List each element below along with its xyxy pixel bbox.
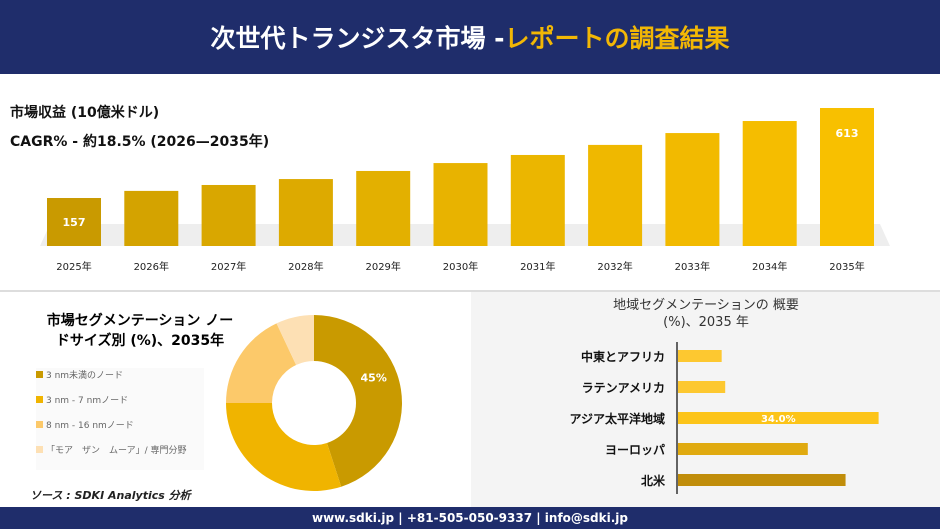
legend-swatch <box>36 396 43 403</box>
donut-slice <box>226 403 342 492</box>
region-bar <box>678 350 722 362</box>
title-accent: レポートの調査結果 <box>504 24 730 53</box>
donut-slice <box>314 315 403 487</box>
donut-slice <box>276 315 314 365</box>
y-tick-label: 北米 <box>641 473 666 488</box>
y-tick-label: ラテンアメリカ <box>582 381 665 395</box>
revenue-bar <box>510 154 565 246</box>
legend-item: 3 nm - 7 nmノード <box>36 393 201 409</box>
node-size-donut-chart: 45% <box>226 315 403 492</box>
region-bar <box>678 381 726 393</box>
legend-label: 3 nm - 7 nmノード <box>46 396 129 406</box>
x-tick-label: 2031年 <box>520 260 555 273</box>
x-tick-label: 2025年 <box>56 260 91 273</box>
revenue-bar <box>820 107 874 246</box>
region-bar <box>678 474 846 486</box>
revenue-bar <box>742 121 797 246</box>
legend-label: 「モア ザン ムーア」/ 専門分野 <box>46 446 187 456</box>
legend-label: 3 nm未満のノード <box>46 371 124 381</box>
legend-item: 8 nm - 16 nmノード <box>36 418 201 434</box>
legend-label: 8 nm - 16 nmノード <box>46 421 134 431</box>
revenue-bar <box>278 179 333 246</box>
legend-box <box>36 368 204 470</box>
source-note: ソース : SDKI Analytics 分析 <box>30 489 191 502</box>
legend-swatch <box>36 446 43 453</box>
region-panel: 地域セグメンテーションの 概要 (%)、2035 年 中東とアフリカ ラテンアメリ… <box>471 292 940 507</box>
revenue-bar <box>124 190 179 246</box>
y-tick-label: ヨーロッパ <box>605 443 665 457</box>
legend-item: 3 nm未満のノード <box>36 368 201 384</box>
legend-item: 「モア ザン ムーア」/ 専門分野 <box>36 443 201 459</box>
x-tick-label: 2026年 <box>134 260 169 273</box>
revenue-bar <box>47 198 101 246</box>
x-tick-label: 2033年 <box>675 260 710 273</box>
data-label: 34.0% <box>761 414 796 425</box>
revenue-bar <box>665 133 720 246</box>
region-bar <box>678 443 808 455</box>
revenue-bar <box>588 144 643 246</box>
region-title: 地域セグメンテーションの 概要 (%)、2035 年 <box>613 298 799 330</box>
donut-slice <box>226 323 297 403</box>
data-label: 157 <box>63 216 86 229</box>
node-size-panel: 市場セグメンテーション ノードサイズ別 (%)、2035年 3 nm未満のノード… <box>0 292 468 507</box>
title: 次世代トランジスタ市場 - <box>210 24 505 53</box>
legend-swatch <box>36 421 43 428</box>
revenue-label: 市場収益 (10億米ドル) <box>10 105 160 121</box>
header-banner: 次世代トランジスタ市場 - レポートの調査結果 <box>0 0 940 74</box>
revenue-bar-chart: 2025年 157 2026年 2027年 2028年 2029年 2030年 2031年 20… <box>40 107 890 273</box>
x-tick-label: 2035年 <box>829 260 864 273</box>
pie-title: 市場セグメンテーション ノードサイズ別 (%)、2035年 <box>46 313 234 349</box>
x-tick-label: 2032年 <box>597 260 632 273</box>
region-bar <box>678 412 879 424</box>
x-tick-label: 2034年 <box>752 260 787 273</box>
revenue-panel: 市場収益 (10億米ドル) CAGR% - 約18.5% (2026—2035年… <box>0 74 940 290</box>
divider <box>0 290 940 292</box>
revenue-bar <box>356 170 411 246</box>
y-tick-label: アジア太平洋地域 <box>569 411 665 426</box>
x-tick-label: 2028年 <box>288 260 323 273</box>
cagr-label: CAGR% - 約18.5% (2026—2035年) <box>10 134 270 150</box>
x-tick-label: 2030年 <box>443 260 478 273</box>
legend-swatch <box>36 371 43 378</box>
data-label: 45% <box>361 371 387 384</box>
x-tick-label: 2027年 <box>211 260 246 273</box>
x-tick-label: 2029年 <box>365 260 400 273</box>
footer-contact: www.sdki.jp | +81-505-050-9337 | info@sd… <box>0 507 940 529</box>
revenue-bar <box>433 163 488 246</box>
y-tick-label: 中東とアフリカ <box>581 349 665 364</box>
data-label: 613 <box>836 127 859 140</box>
revenue-bar <box>201 184 256 246</box>
